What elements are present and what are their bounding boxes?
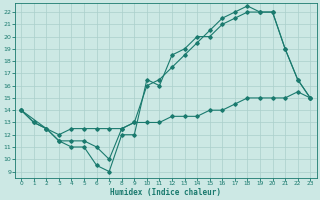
X-axis label: Humidex (Indice chaleur): Humidex (Indice chaleur) [110, 188, 221, 197]
